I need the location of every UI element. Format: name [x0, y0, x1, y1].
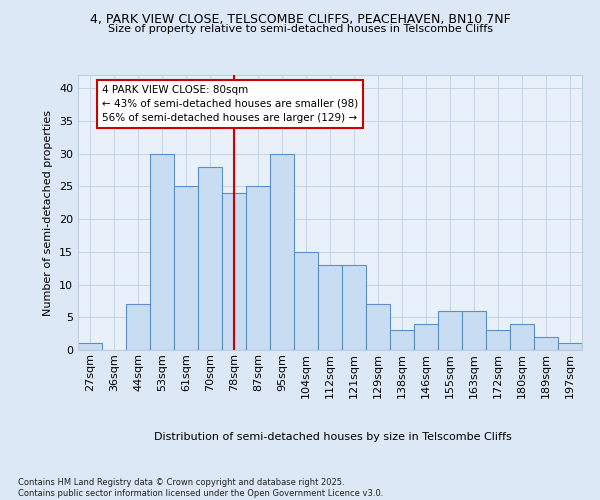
Bar	[414, 324, 438, 350]
Bar	[78, 344, 102, 350]
Text: 4 PARK VIEW CLOSE: 80sqm
← 43% of semi-detached houses are smaller (98)
56% of s: 4 PARK VIEW CLOSE: 80sqm ← 43% of semi-d…	[102, 85, 358, 123]
Bar	[486, 330, 510, 350]
Text: Size of property relative to semi-detached houses in Telscombe Cliffs: Size of property relative to semi-detach…	[107, 24, 493, 34]
Bar	[558, 344, 582, 350]
Bar	[366, 304, 390, 350]
Bar	[438, 310, 462, 350]
Bar	[510, 324, 534, 350]
Bar	[462, 310, 486, 350]
Bar	[198, 166, 222, 350]
Bar	[294, 252, 318, 350]
Text: Distribution of semi-detached houses by size in Telscombe Cliffs: Distribution of semi-detached houses by …	[154, 432, 512, 442]
Text: 4, PARK VIEW CLOSE, TELSCOMBE CLIFFS, PEACEHAVEN, BN10 7NF: 4, PARK VIEW CLOSE, TELSCOMBE CLIFFS, PE…	[89, 12, 511, 26]
Bar	[222, 193, 246, 350]
Bar	[126, 304, 150, 350]
Bar	[246, 186, 270, 350]
Bar	[534, 337, 558, 350]
Bar	[342, 265, 366, 350]
Bar	[390, 330, 414, 350]
Bar	[270, 154, 294, 350]
Text: Contains HM Land Registry data © Crown copyright and database right 2025.
Contai: Contains HM Land Registry data © Crown c…	[18, 478, 383, 498]
Bar	[174, 186, 198, 350]
Y-axis label: Number of semi-detached properties: Number of semi-detached properties	[43, 110, 53, 316]
Bar	[318, 265, 342, 350]
Bar	[150, 154, 174, 350]
